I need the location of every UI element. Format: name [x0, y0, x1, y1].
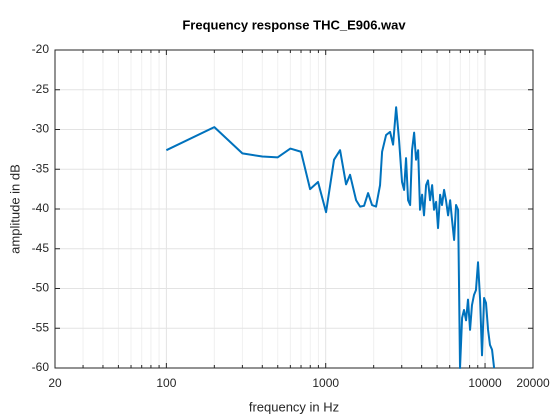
x-axis-label: frequency in Hz — [249, 399, 339, 414]
y-tick-label: -25 — [32, 82, 50, 96]
y-tick-label: -50 — [32, 281, 50, 295]
y-tick-label: -60 — [32, 360, 50, 374]
x-tick-label: 20000 — [516, 376, 550, 390]
x-tick-label: 1000 — [312, 376, 339, 390]
y-tick-label: -30 — [32, 122, 50, 136]
y-tick-label: -35 — [32, 161, 50, 175]
x-tick-label: 10000 — [468, 376, 502, 390]
y-tick-label: -45 — [32, 241, 50, 255]
axes-box — [54, 49, 534, 369]
chart-title: Frequency response THC_E906.wav — [182, 17, 406, 32]
y-tick-label: -20 — [32, 42, 50, 56]
x-tick-label: 100 — [156, 376, 176, 390]
y-axis-label: amplitude in dB — [7, 164, 22, 254]
line-series — [165, 106, 496, 369]
y-tick-label: -40 — [32, 201, 50, 215]
x-tick-label: 20 — [48, 376, 62, 390]
y-tick-label: -55 — [32, 320, 50, 334]
